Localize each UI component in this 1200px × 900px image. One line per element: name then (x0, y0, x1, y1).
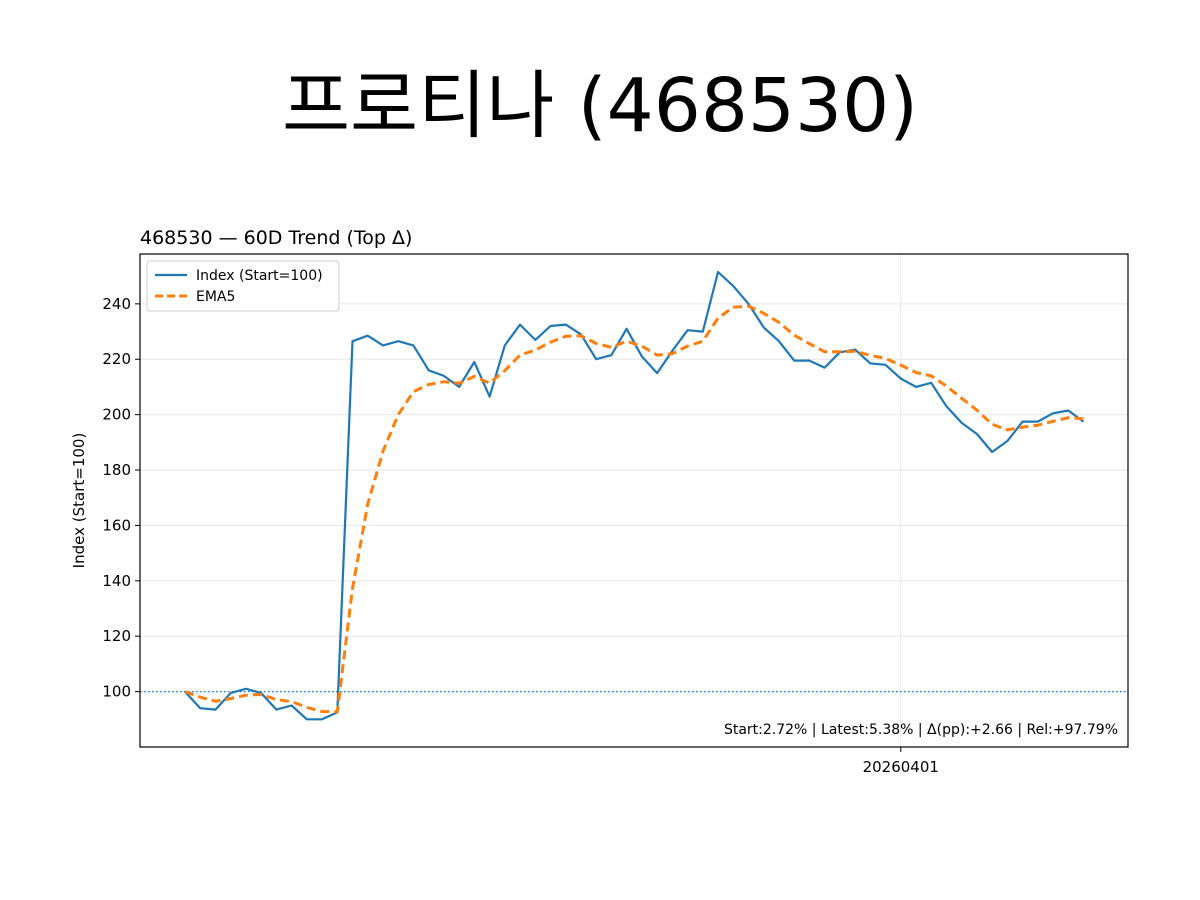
series-layer (184, 270, 1085, 721)
y-tick-label: 160 (102, 516, 131, 534)
legend-box (146, 260, 340, 312)
x-tick-label: 20260401 (863, 758, 939, 776)
legend-label: EMA5 (196, 289, 235, 305)
stats-annotation: Start:2.72% | Latest:5.38% | Δ(pp):+2.66… (724, 722, 1118, 738)
grid-layer (140, 254, 1128, 747)
chart-subtitle: 468530 — 60D Trend (Top Δ) (140, 227, 412, 249)
y-tick-label: 240 (102, 295, 131, 313)
y-tick-label: 140 (102, 572, 131, 590)
y-tick-label: 200 (102, 406, 131, 424)
ema5-series-line (184, 304, 1084, 714)
y-tick-label: 180 (102, 461, 131, 479)
y-axis-title: Index (Start=100) (70, 433, 88, 569)
plot-frame (139, 253, 1129, 748)
y-tick-label: 120 (102, 627, 131, 645)
index-series-line (184, 270, 1085, 721)
legend: Index (Start=100) EMA5 (146, 260, 340, 312)
ticks-layer: 100 120 140 160 180 200 220 240 20260401 (102, 295, 939, 776)
y-tick-label: 220 (102, 350, 131, 368)
y-tick-label: 100 (102, 683, 131, 701)
page-title: 프로티나 (468530) (281, 63, 919, 149)
legend-label: Index (Start=100) (196, 268, 323, 284)
